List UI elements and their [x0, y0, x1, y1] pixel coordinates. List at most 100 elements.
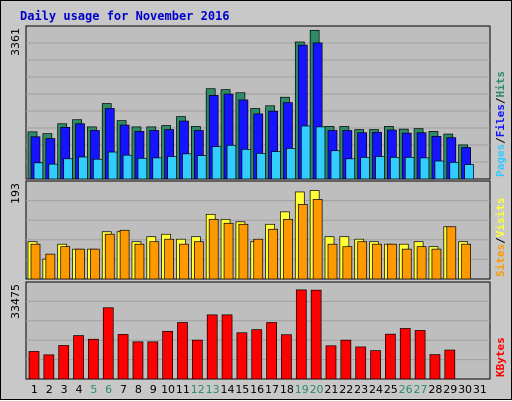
- bar-kbytes-day-1: [28, 351, 40, 380]
- bar-sites-day-18: [283, 218, 293, 280]
- bar-kbytes-day-2: [43, 354, 55, 380]
- bar-sites-day-7: [119, 229, 130, 280]
- bar-kbytes-day-23: [355, 346, 367, 380]
- bar-sites-day-24: [372, 243, 382, 280]
- day-label-29: 29: [443, 383, 457, 396]
- bar-pages-day-17: [271, 151, 281, 180]
- day-label-10: 10: [161, 383, 175, 396]
- legend-kbytes: KBytes: [494, 337, 507, 377]
- bar-pages-day-27: [419, 157, 430, 180]
- bar-pages-day-1: [33, 162, 44, 180]
- bar-pages-day-2: [48, 163, 59, 180]
- bar-pages-day-11: [182, 153, 192, 180]
- bar-kbytes-day-17: [266, 322, 277, 380]
- day-label-9: 9: [150, 383, 157, 396]
- bar-pages-day-6: [107, 151, 118, 180]
- bar-kbytes-day-4: [73, 335, 84, 380]
- bar-sites-day-29: [446, 226, 457, 280]
- bar-kbytes-day-21: [325, 345, 337, 380]
- bar-pages-day-25: [390, 157, 400, 180]
- legend-item-visits: Visits: [494, 198, 507, 238]
- day-label-14: 14: [220, 383, 234, 396]
- bar-pages-day-7: [122, 154, 133, 180]
- bar-pages-day-21: [330, 150, 341, 180]
- legend-item-separator: /: [494, 237, 507, 244]
- bar-sites-day-10: [164, 238, 174, 280]
- bar-kbytes-day-26: [399, 328, 411, 380]
- bar-pages-day-28: [434, 160, 445, 180]
- day-label-3: 3: [61, 383, 68, 396]
- bar-pages-day-19: [300, 125, 311, 180]
- bar-pages-day-26: [404, 157, 415, 180]
- bar-sites-day-9: [149, 241, 160, 280]
- day-label-24: 24: [369, 383, 383, 396]
- bar-sites-day-26: [401, 248, 412, 280]
- legend-visits: Sites/Visits: [494, 198, 507, 278]
- day-label-31: 31: [473, 383, 487, 396]
- day-label-7: 7: [120, 383, 127, 396]
- legend-item-kbytes: KBytes: [494, 337, 507, 377]
- day-label-4: 4: [75, 383, 82, 396]
- bar-pages-day-20: [315, 126, 326, 180]
- bar-kbytes-day-11: [177, 322, 188, 380]
- day-label-16: 16: [250, 383, 264, 396]
- bar-kbytes-day-3: [58, 345, 70, 380]
- bar-sites-day-1: [30, 243, 41, 280]
- bar-sites-day-27: [416, 246, 427, 280]
- day-label-19: 19: [295, 383, 309, 396]
- day-label-18: 18: [280, 383, 294, 396]
- max-label-hits: 3361: [9, 28, 22, 56]
- bar-sites-day-16: [253, 238, 264, 280]
- bar-sites-day-20: [312, 199, 323, 280]
- max-label-visits: 193: [9, 183, 22, 204]
- bar-sites-day-15: [238, 223, 249, 280]
- bar-pages-day-9: [152, 157, 163, 180]
- day-label-11: 11: [176, 383, 190, 396]
- bar-sites-day-25: [387, 243, 397, 280]
- bar-kbytes-day-6: [102, 307, 114, 380]
- day-label-25: 25: [384, 383, 398, 396]
- chart-title: Daily usage for November 2016: [20, 9, 230, 23]
- bar-kbytes-day-25: [385, 333, 396, 380]
- day-label-2: 2: [46, 383, 53, 396]
- bar-kbytes-day-24: [370, 350, 381, 380]
- bar-sites-day-17: [268, 228, 278, 280]
- bar-kbytes-day-13: [206, 314, 218, 380]
- bar-pages-day-22: [345, 158, 356, 180]
- bar-kbytes-day-15: [236, 332, 248, 380]
- day-label-6: 6: [105, 383, 112, 396]
- bar-kbytes-day-29: [444, 349, 456, 380]
- day-label-12: 12: [191, 383, 205, 396]
- bar-kbytes-day-8: [132, 341, 144, 380]
- day-label-26: 26: [399, 383, 413, 396]
- day-label-17: 17: [265, 383, 279, 396]
- bar-sites-day-2: [45, 253, 56, 280]
- bar-pages-day-24: [375, 156, 385, 180]
- bar-kbytes-day-22: [340, 339, 352, 380]
- bar-sites-day-3: [60, 246, 71, 280]
- bar-sites-day-23: [357, 241, 368, 280]
- bar-sites-day-19: [297, 204, 308, 280]
- bar-pages-day-3: [63, 158, 74, 180]
- bar-kbytes-day-18: [281, 334, 292, 380]
- bar-kbytes-day-27: [414, 330, 426, 380]
- day-label-5: 5: [90, 383, 97, 396]
- bar-kbytes-day-5: [88, 338, 99, 380]
- day-label-23: 23: [354, 383, 368, 396]
- bar-sites-day-6: [104, 233, 115, 280]
- bar-kbytes-day-7: [117, 334, 129, 380]
- bar-sites-day-12: [194, 241, 204, 280]
- day-label-8: 8: [135, 383, 142, 396]
- day-label-22: 22: [339, 383, 353, 396]
- day-label-1: 1: [31, 383, 38, 396]
- bar-sites-day-14: [223, 222, 234, 280]
- legend-item-separator: /: [494, 97, 507, 104]
- legend-item-files: Files: [494, 104, 507, 137]
- bar-sites-day-4: [75, 248, 85, 280]
- bar-pages-day-13: [211, 146, 222, 180]
- legend-item-hits: Hits: [494, 71, 507, 98]
- bar-pages-day-23: [360, 157, 371, 180]
- bar-pages-day-14: [226, 144, 237, 180]
- bar-kbytes-day-10: [162, 330, 173, 380]
